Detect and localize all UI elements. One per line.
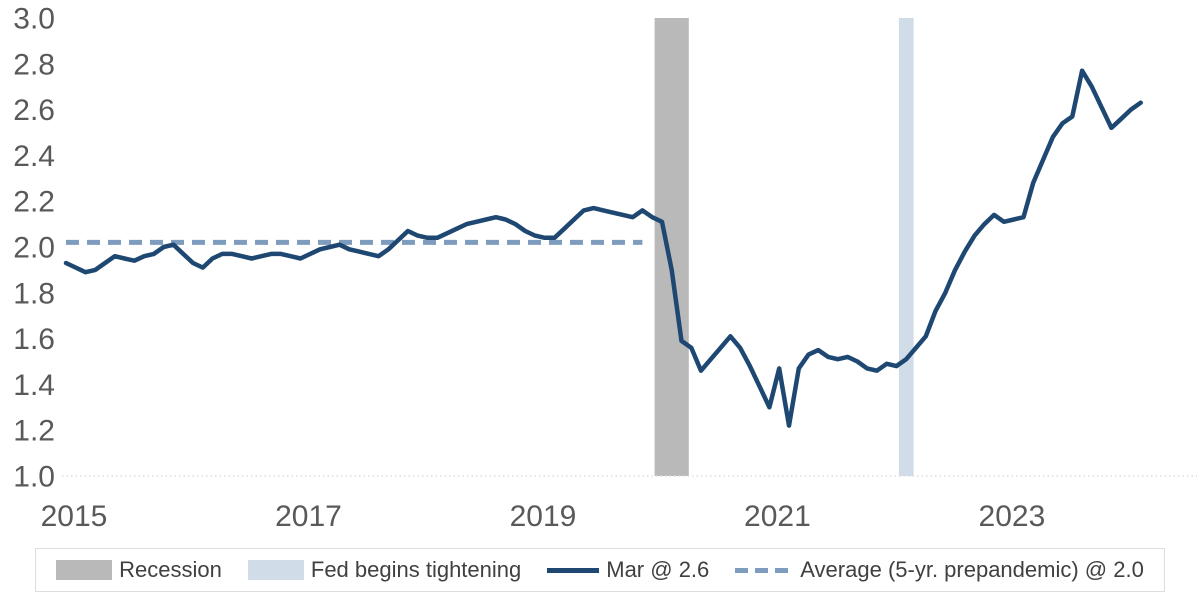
- main-series-line: [63, 68, 1143, 428]
- y-tick-label: 1.8: [13, 277, 55, 310]
- x-tick-label: 2021: [744, 500, 811, 533]
- y-tick-label: 2.6: [13, 94, 55, 127]
- chart-legend: Recession Fed begins tightening Mar @ 2.…: [35, 548, 1165, 592]
- y-tick-label: 2.4: [13, 140, 55, 173]
- y-tick-label: 2.2: [13, 186, 55, 219]
- y-tick-label: 1.6: [13, 323, 55, 356]
- y-tick-label: 2.0: [13, 232, 55, 265]
- x-axis-labels: 2015 2017 2019 2021 2023: [41, 500, 1046, 533]
- legend-item-average: Average (5-yr. prepandemic) @ 2.0: [735, 557, 1144, 583]
- y-tick-label: 1.4: [13, 369, 55, 402]
- y-tick-label: 1.2: [13, 415, 55, 448]
- y-tick-label: 3.0: [13, 3, 55, 36]
- x-tick-label: 2019: [510, 500, 577, 533]
- y-tick-label: 2.8: [13, 48, 55, 81]
- legend-label: Fed begins tightening: [310, 557, 522, 582]
- legend-item-main-series: Mar @ 2.6: [547, 557, 709, 583]
- legend-label: Recession: [119, 557, 222, 582]
- x-tick-label: 2015: [41, 500, 108, 533]
- x-tick-label: 2017: [275, 500, 342, 533]
- y-axis-labels: 3.0 2.8 2.6 2.4 2.2 2.0 1.8 1.6 1.4 1.2 1.0: [13, 3, 55, 494]
- series-lines: [63, 68, 1143, 428]
- recession-band: [654, 18, 689, 476]
- legend-label: Mar @ 2.6: [606, 557, 710, 582]
- average-line-swatch: [735, 567, 794, 573]
- fed-tightening-band: [898, 18, 914, 476]
- legend-label: Average (5-yr. prepandemic) @ 2.0: [800, 557, 1144, 582]
- fed-tightening-swatch: [247, 560, 304, 580]
- recession-swatch: [56, 560, 113, 580]
- main-series-swatch: [547, 567, 600, 573]
- legend-item-recession: Recession: [56, 557, 222, 583]
- legend-item-fed-tightening: Fed begins tightening: [247, 557, 522, 583]
- y-tick-label: 1.0: [13, 461, 55, 494]
- x-tick-label: 2023: [979, 500, 1046, 533]
- chart-canvas: 3.02.82.62.42.22.01.81.61.41.21.0 2015 20…: [13, 3, 1197, 533]
